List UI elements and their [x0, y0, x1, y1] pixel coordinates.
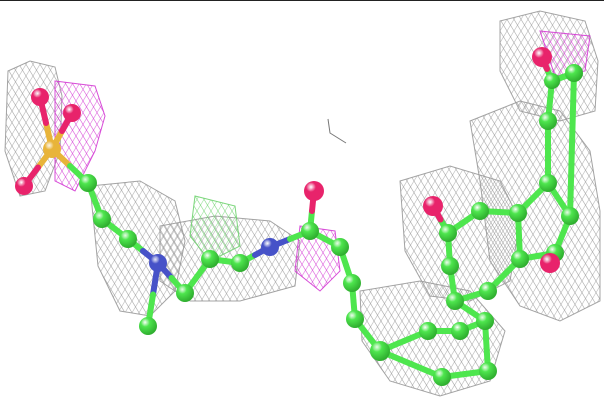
carbon-atom: [93, 210, 111, 228]
carbon-atom: [539, 174, 557, 192]
nitrogen-atom: [149, 254, 167, 272]
carbon-atom: [231, 254, 249, 272]
bond: [567, 141, 575, 219]
density-mesh: [4, 10, 601, 397]
stray-mark: [327, 118, 347, 144]
carbon-atom: [479, 362, 497, 380]
carbon-atom: [433, 368, 451, 386]
carbon-atom: [479, 282, 497, 300]
nitrogen-atom: [261, 238, 279, 256]
carbon-atom: [511, 250, 529, 268]
carbon-atom: [439, 224, 457, 242]
carbon-atom: [544, 73, 560, 89]
oxygen-atom: [532, 47, 552, 67]
top-border-line: [0, 0, 604, 1]
oxygen-atom: [423, 196, 443, 216]
oxygen-atom: [31, 88, 49, 106]
carbon-atom: [346, 310, 364, 328]
carbon-atom: [301, 222, 319, 240]
oxygen-atom: [15, 177, 33, 195]
carbon-atom: [370, 341, 390, 361]
oxygen-atom: [304, 181, 324, 201]
carbon-atom: [446, 292, 464, 310]
carbon-atom: [343, 274, 361, 292]
bond: [569, 70, 577, 148]
carbon-atom: [561, 207, 579, 225]
carbon-atom: [331, 238, 349, 256]
carbon-atom: [565, 64, 583, 82]
mesh-outline: [159, 215, 301, 302]
oxygen-atom: [63, 104, 81, 122]
oxygen-atom: [540, 253, 560, 273]
carbon-atom: [471, 202, 489, 220]
mesh-outline: [499, 10, 599, 122]
carbon-atom: [476, 312, 494, 330]
carbon-atom: [539, 112, 557, 130]
atoms: [15, 47, 583, 386]
carbon-atom: [79, 174, 97, 192]
carbon-atom: [139, 317, 157, 335]
carbon-atom: [451, 322, 469, 340]
carbon-atom: [176, 284, 194, 302]
carbon-atom: [509, 204, 527, 222]
carbon-atom: [441, 257, 459, 275]
carbon-atom: [119, 230, 137, 248]
carbon-atom: [419, 322, 437, 340]
mesh-lattice: [5, 61, 62, 196]
mesh-outline: [399, 165, 521, 302]
sulfur-atom: [43, 140, 61, 158]
mesh-outline: [189, 195, 241, 262]
carbon-atom: [201, 250, 219, 268]
